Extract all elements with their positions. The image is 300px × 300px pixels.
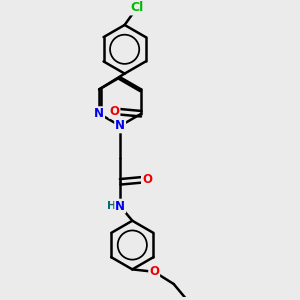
Text: O: O (149, 265, 159, 278)
Text: O: O (142, 173, 152, 186)
Text: Cl: Cl (130, 2, 143, 14)
Text: H: H (107, 201, 116, 211)
Text: N: N (115, 119, 125, 132)
Text: N: N (94, 107, 104, 120)
Text: N: N (115, 200, 125, 213)
Text: O: O (110, 105, 119, 118)
